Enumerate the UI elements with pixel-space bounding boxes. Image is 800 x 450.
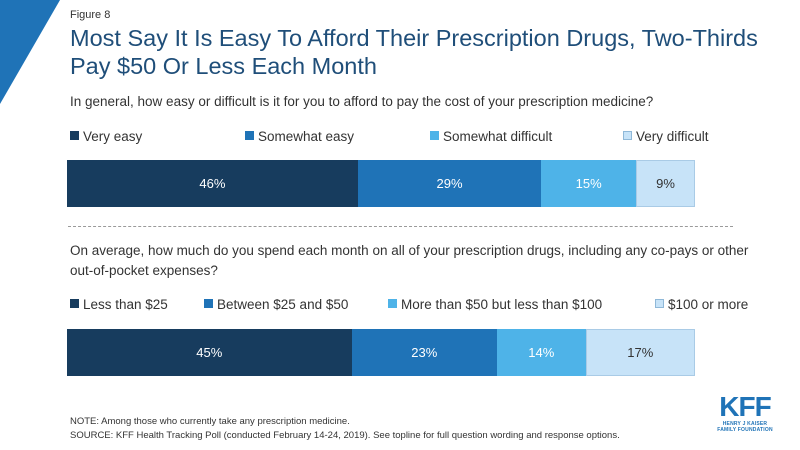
legend-swatch xyxy=(204,299,213,308)
question-1: In general, how easy or difficult is it … xyxy=(70,94,654,109)
data-label: 29% xyxy=(436,176,463,191)
legend-swatch xyxy=(388,299,397,308)
data-label: 23% xyxy=(411,345,438,360)
bar-segment-more-than-50-but-less-than-100: 14% xyxy=(496,329,586,376)
data-label: 17% xyxy=(627,345,654,360)
legend-label: Very difficult xyxy=(636,129,709,144)
data-label: 9% xyxy=(656,176,675,191)
legend-2: Less than $25 Between $25 and $50 More tha… xyxy=(70,297,760,313)
bar-segment-somewhat-difficult: 15% xyxy=(541,160,637,207)
legend-item-between-25-and-50: Between $25 and $50 xyxy=(204,297,348,313)
logo-subtitle-1: HENRY J KAISER xyxy=(722,421,768,427)
stacked-bar-2: 45% 23% 14% 17% xyxy=(67,329,696,376)
legend-label: Very easy xyxy=(83,129,143,144)
bar-segment-somewhat-easy: 29% xyxy=(357,160,542,207)
legend-label: Somewhat difficult xyxy=(443,129,553,144)
logo-subtitle-2: FAMILY FOUNDATION xyxy=(717,427,773,433)
bar-segment-very-easy: 46% xyxy=(67,160,358,207)
legend-swatch xyxy=(70,299,79,308)
legend-swatch xyxy=(430,131,439,140)
bar-segment-very-difficult: 9% xyxy=(636,160,695,207)
legend-item-somewhat-easy: Somewhat easy xyxy=(245,129,354,145)
legend-item-less-than-25: Less than $25 xyxy=(70,297,168,313)
kff-logo: KFF HENRY J KAISER FAMILY FOUNDATION xyxy=(712,391,778,434)
source-text: SOURCE: KFF Health Tracking Poll (conduc… xyxy=(70,430,620,441)
figure-label: Figure 8 xyxy=(70,9,111,21)
stacked-bar-1: 46% 29% 15% 9% xyxy=(67,160,695,207)
legend-swatch xyxy=(655,299,664,308)
legend-item-100-or-more: $100 or more xyxy=(655,297,748,313)
bar-segment-less-than-25: 45% xyxy=(67,329,352,376)
legend-item-very-difficult: Very difficult xyxy=(623,129,709,145)
question-2: On average, how much do you spend each m… xyxy=(70,243,749,278)
legend-item-more-than-50-but-less-than-100: More than $50 but less than $100 xyxy=(388,297,602,313)
data-label: 45% xyxy=(196,345,223,360)
legend-swatch xyxy=(70,131,79,140)
section-divider xyxy=(68,226,733,227)
legend-label: Between $25 and $50 xyxy=(217,297,349,312)
legend-label: Less than $25 xyxy=(83,297,168,312)
data-label: 46% xyxy=(199,176,226,191)
legend-item-very-easy: Very easy xyxy=(70,129,142,145)
legend-label: Somewhat easy xyxy=(258,129,355,144)
data-label: 15% xyxy=(575,176,602,191)
legend-swatch xyxy=(245,131,254,140)
legend-label: More than $50 but less than $100 xyxy=(401,297,603,312)
bar-segment-between-25-and-50: 23% xyxy=(351,329,497,376)
corner-accent xyxy=(0,0,60,104)
bar-segment-100-or-more: 17% xyxy=(585,329,696,376)
logo-wordmark: KFF xyxy=(719,391,771,422)
legend-1: Very easy Somewhat easy Somewhat difficult… xyxy=(70,129,760,145)
chart-title: Most Say It Is Easy To Afford Their Pres… xyxy=(70,25,758,79)
legend-item-somewhat-difficult: Somewhat difficult xyxy=(430,129,552,145)
note-text: NOTE: Among those who currently take any… xyxy=(70,416,350,427)
legend-label: $100 or more xyxy=(668,297,749,312)
legend-swatch xyxy=(623,131,632,140)
data-label: 14% xyxy=(528,345,555,360)
